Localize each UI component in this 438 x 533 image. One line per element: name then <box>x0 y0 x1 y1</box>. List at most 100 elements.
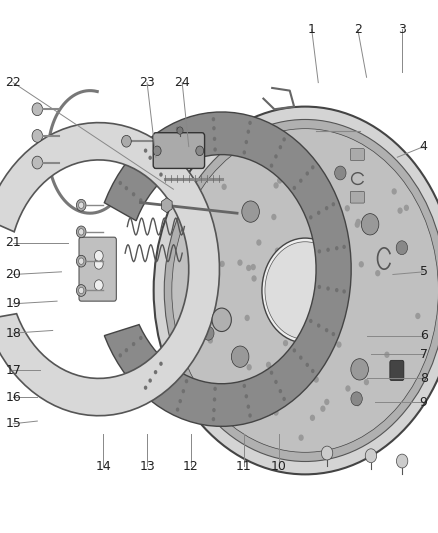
Circle shape <box>76 285 86 296</box>
Circle shape <box>207 337 212 344</box>
Circle shape <box>276 177 282 184</box>
Circle shape <box>244 314 249 321</box>
Circle shape <box>324 328 328 332</box>
Text: 22: 22 <box>5 76 21 89</box>
Circle shape <box>316 211 320 215</box>
Text: 5: 5 <box>419 265 427 278</box>
Circle shape <box>139 336 142 340</box>
FancyBboxPatch shape <box>153 133 204 168</box>
Circle shape <box>212 408 215 412</box>
Circle shape <box>308 215 312 220</box>
FancyBboxPatch shape <box>389 360 403 381</box>
Circle shape <box>403 205 408 211</box>
Circle shape <box>315 173 321 180</box>
Text: 17: 17 <box>5 364 21 377</box>
Circle shape <box>178 135 182 139</box>
Circle shape <box>153 164 157 168</box>
Circle shape <box>248 414 251 418</box>
Text: 16: 16 <box>5 391 21 403</box>
Circle shape <box>213 148 216 152</box>
Circle shape <box>246 265 251 271</box>
Circle shape <box>94 280 103 290</box>
Circle shape <box>344 205 349 212</box>
Text: 21: 21 <box>5 236 21 249</box>
Circle shape <box>76 255 86 267</box>
Text: 24: 24 <box>174 76 190 89</box>
Circle shape <box>278 389 282 393</box>
Circle shape <box>246 130 250 134</box>
Circle shape <box>357 191 363 197</box>
Circle shape <box>320 406 325 412</box>
Circle shape <box>345 385 350 392</box>
Circle shape <box>78 258 84 264</box>
Circle shape <box>396 207 402 214</box>
Circle shape <box>202 326 214 340</box>
Circle shape <box>317 249 321 254</box>
Circle shape <box>76 199 86 211</box>
Circle shape <box>153 146 161 156</box>
Text: 23: 23 <box>139 76 155 89</box>
Circle shape <box>342 289 345 294</box>
Circle shape <box>305 171 308 175</box>
Circle shape <box>32 130 42 142</box>
Circle shape <box>244 394 247 398</box>
Circle shape <box>231 346 248 367</box>
Circle shape <box>344 280 350 286</box>
Circle shape <box>354 400 360 407</box>
Circle shape <box>313 376 318 383</box>
Circle shape <box>131 342 135 346</box>
Circle shape <box>278 145 282 149</box>
Circle shape <box>264 401 275 415</box>
Circle shape <box>177 127 183 134</box>
Circle shape <box>342 245 345 249</box>
Circle shape <box>124 348 128 352</box>
Text: 19: 19 <box>5 297 21 310</box>
Circle shape <box>144 385 147 390</box>
Text: 2: 2 <box>353 23 361 36</box>
Circle shape <box>274 247 279 254</box>
Circle shape <box>246 364 251 370</box>
PathPatch shape <box>0 123 219 416</box>
Circle shape <box>355 219 360 225</box>
Circle shape <box>118 181 122 185</box>
Circle shape <box>309 415 314 421</box>
Circle shape <box>269 164 272 168</box>
Circle shape <box>244 140 247 144</box>
Circle shape <box>261 238 347 343</box>
Text: 7: 7 <box>419 348 427 361</box>
Circle shape <box>310 165 314 169</box>
Circle shape <box>148 156 152 160</box>
Circle shape <box>334 288 338 292</box>
Circle shape <box>325 248 329 252</box>
Circle shape <box>290 141 295 147</box>
Circle shape <box>148 378 152 383</box>
Circle shape <box>131 192 135 196</box>
Circle shape <box>298 179 302 183</box>
Circle shape <box>350 359 367 380</box>
Circle shape <box>78 287 84 294</box>
Circle shape <box>292 186 295 190</box>
Circle shape <box>184 379 188 383</box>
Text: 1: 1 <box>307 23 315 36</box>
Circle shape <box>396 454 407 468</box>
Text: 4: 4 <box>419 140 427 153</box>
Circle shape <box>212 126 215 131</box>
Circle shape <box>354 221 359 228</box>
Circle shape <box>250 264 255 270</box>
Circle shape <box>251 275 256 281</box>
Circle shape <box>219 261 224 267</box>
Circle shape <box>118 353 122 358</box>
Circle shape <box>32 103 42 116</box>
Circle shape <box>139 198 142 203</box>
Circle shape <box>356 191 361 198</box>
Circle shape <box>313 246 318 253</box>
Circle shape <box>364 449 376 463</box>
Circle shape <box>282 138 285 142</box>
Circle shape <box>265 242 344 339</box>
Circle shape <box>213 386 216 391</box>
Circle shape <box>318 203 323 209</box>
Circle shape <box>144 149 147 153</box>
Circle shape <box>391 188 396 195</box>
Circle shape <box>325 286 329 290</box>
Text: 14: 14 <box>95 460 111 473</box>
